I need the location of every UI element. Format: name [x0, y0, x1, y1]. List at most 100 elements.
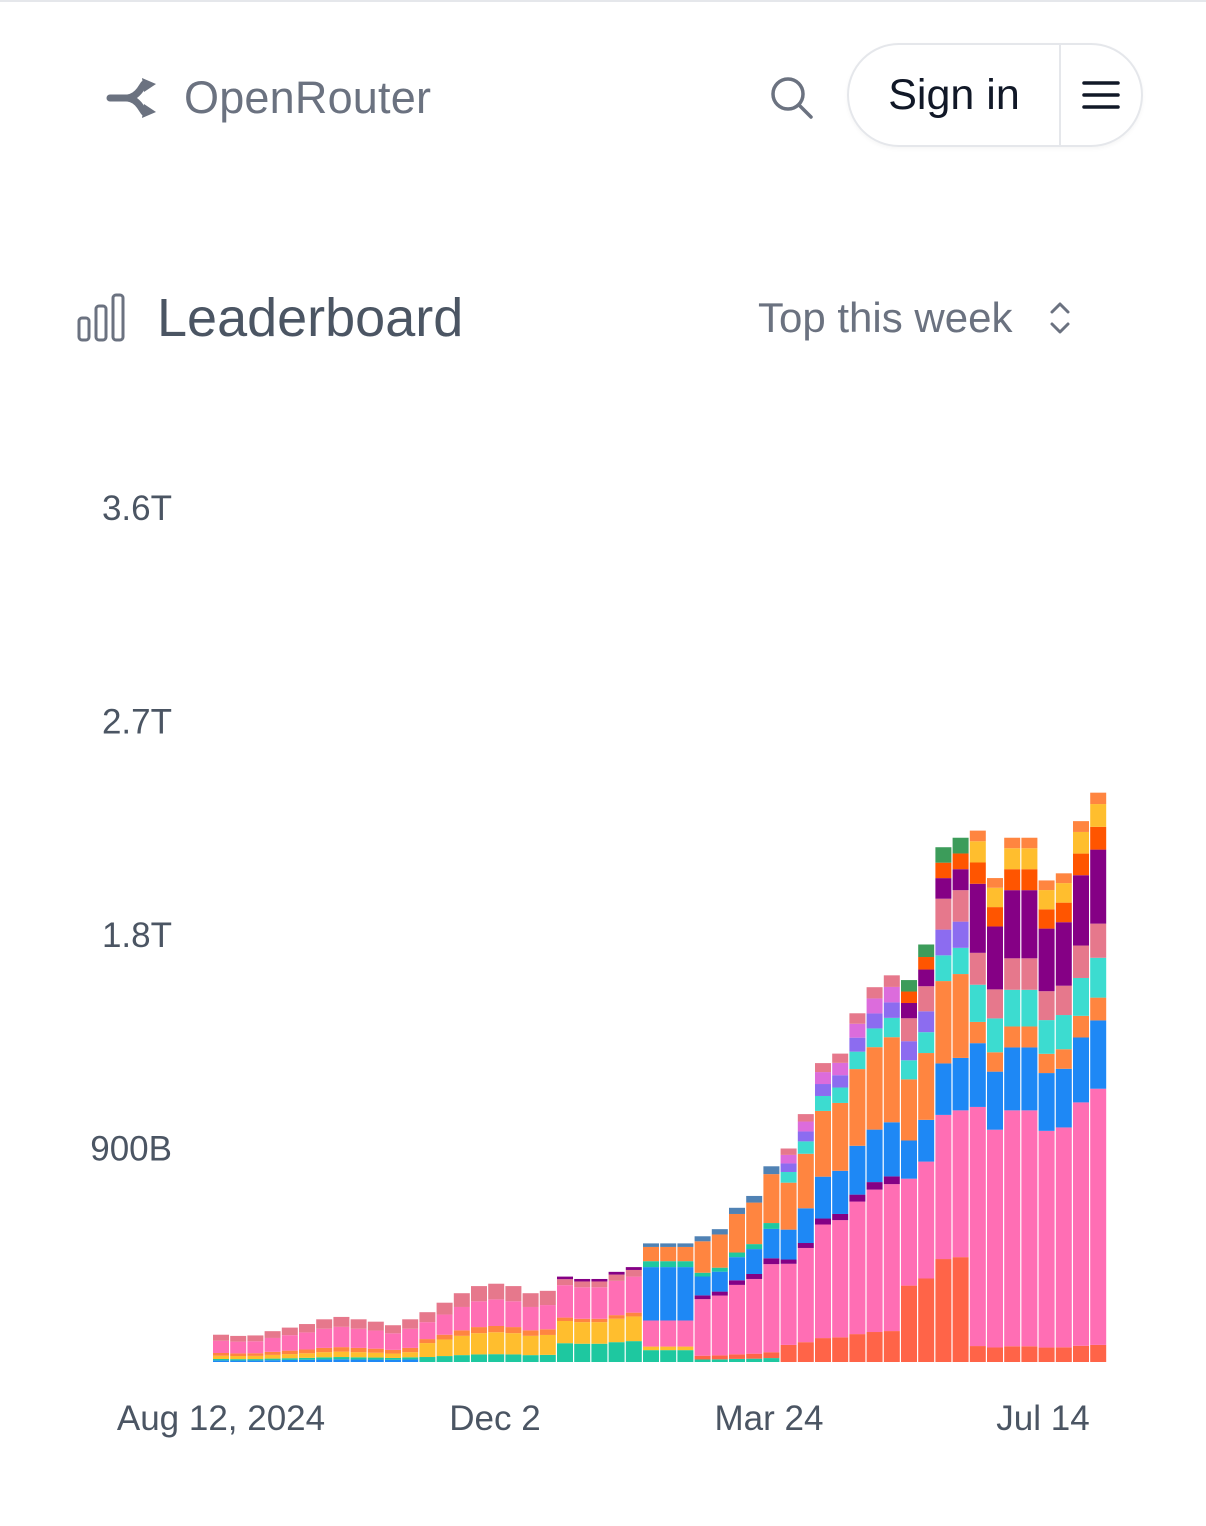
bar-segment[interactable]: [453, 1335, 470, 1356]
bar-segment[interactable]: [625, 1276, 642, 1313]
bar-segment[interactable]: [643, 1267, 659, 1321]
bar-segment[interactable]: [574, 1343, 591, 1362]
bar-segment[interactable]: [694, 1241, 711, 1273]
bar-segment[interactable]: [797, 1153, 814, 1209]
bar-segment[interactable]: [333, 1326, 350, 1348]
bar-segment[interactable]: [453, 1330, 470, 1336]
bar-segment[interactable]: [987, 1071, 1003, 1130]
bar-segment[interactable]: [987, 907, 1003, 927]
bar-segment[interactable]: [1073, 853, 1089, 876]
bar-segment[interactable]: [213, 1340, 229, 1353]
bar-segment[interactable]: [866, 1047, 883, 1130]
bar-segment[interactable]: [591, 1281, 608, 1288]
bar-segment[interactable]: [316, 1359, 333, 1362]
bar-segment[interactable]: [797, 1141, 814, 1154]
bar-segment[interactable]: [987, 1129, 1003, 1348]
bar-segment[interactable]: [557, 1285, 573, 1318]
bar-segment[interactable]: [711, 1295, 728, 1356]
bar-segment[interactable]: [333, 1359, 350, 1362]
bar-segment[interactable]: [1090, 804, 1107, 827]
bar-segment[interactable]: [436, 1356, 453, 1362]
bar-segment[interactable]: [660, 1246, 677, 1262]
bar-segment[interactable]: [866, 1028, 883, 1048]
bar-segment[interactable]: [832, 1102, 849, 1171]
bar-segment[interactable]: [453, 1355, 470, 1362]
bar-segment[interactable]: [1021, 1110, 1038, 1347]
bar-segment[interactable]: [711, 1234, 728, 1268]
bar-segment[interactable]: [1021, 890, 1038, 959]
bar-segment[interactable]: [230, 1341, 247, 1354]
bar-segment[interactable]: [780, 1263, 797, 1345]
bar-segment[interactable]: [1021, 1047, 1038, 1111]
bar-segment[interactable]: [281, 1354, 298, 1359]
bar-segment[interactable]: [832, 1075, 849, 1088]
brand-link[interactable]: OpenRouter: [106, 66, 431, 130]
bar-segment[interactable]: [539, 1329, 556, 1335]
bar-segment[interactable]: [883, 1037, 900, 1123]
bar-segment[interactable]: [883, 986, 900, 1003]
bar-segment[interactable]: [849, 1013, 866, 1024]
bar-segment[interactable]: [264, 1331, 281, 1338]
bar-segment[interactable]: [367, 1330, 384, 1349]
bar-segment[interactable]: [694, 1272, 711, 1277]
bar-segment[interactable]: [299, 1332, 315, 1350]
bar-segment[interactable]: [608, 1342, 625, 1362]
bar-segment[interactable]: [832, 1220, 849, 1338]
bar-segment[interactable]: [1004, 1110, 1021, 1347]
bar-segment[interactable]: [230, 1359, 247, 1361]
bar-segment[interactable]: [539, 1290, 556, 1306]
bar-segment[interactable]: [264, 1337, 281, 1352]
bar-segment[interactable]: [1090, 849, 1107, 924]
bar-segment[interactable]: [918, 986, 935, 1012]
period-select[interactable]: Top this week: [758, 288, 1074, 348]
bar-segment[interactable]: [677, 1246, 694, 1262]
bar-segment[interactable]: [643, 1350, 659, 1362]
bar-segment[interactable]: [729, 1257, 745, 1281]
bar-segment[interactable]: [797, 1342, 814, 1362]
bar-segment[interactable]: [1090, 923, 1107, 958]
bar-segment[interactable]: [797, 1121, 814, 1132]
bar-segment[interactable]: [780, 1154, 797, 1164]
bar-segment[interactable]: [1038, 909, 1055, 929]
bar-segment[interactable]: [505, 1286, 522, 1302]
bar-segment[interactable]: [729, 1207, 745, 1214]
bar-segment[interactable]: [711, 1291, 728, 1296]
bar-segment[interactable]: [746, 1273, 763, 1279]
bar-segment[interactable]: [866, 1129, 883, 1183]
bar-segment[interactable]: [918, 1278, 935, 1362]
bar-segment[interactable]: [952, 837, 969, 854]
bar-segment[interactable]: [316, 1319, 333, 1329]
bar-segment[interactable]: [1038, 928, 1055, 992]
bar-segment[interactable]: [213, 1355, 229, 1359]
bar-segment[interactable]: [729, 1252, 745, 1258]
bar-segment[interactable]: [780, 1259, 797, 1264]
bar-segment[interactable]: [608, 1318, 625, 1343]
bar-segment[interactable]: [1004, 1026, 1021, 1048]
bar-segment[interactable]: [436, 1302, 453, 1315]
bar-segment[interactable]: [1090, 1088, 1107, 1345]
bar-segment[interactable]: [1055, 1068, 1072, 1128]
bar-segment[interactable]: [299, 1353, 315, 1358]
bar-segment[interactable]: [969, 952, 986, 985]
bar-segment[interactable]: [849, 1069, 866, 1146]
bar-segment[interactable]: [866, 987, 883, 999]
bar-segment[interactable]: [849, 1037, 866, 1052]
bar-segment[interactable]: [1004, 837, 1021, 849]
bar-segment[interactable]: [643, 1346, 659, 1351]
bar-segment[interactable]: [230, 1355, 247, 1360]
bar-segment[interactable]: [350, 1352, 367, 1358]
bar-segment[interactable]: [677, 1267, 694, 1321]
bar-segment[interactable]: [385, 1333, 401, 1350]
bar-segment[interactable]: [746, 1244, 763, 1250]
bar-segment[interactable]: [746, 1195, 763, 1203]
bar-segment[interactable]: [1055, 873, 1072, 884]
bar-segment[interactable]: [969, 883, 986, 953]
bar-segment[interactable]: [815, 1084, 831, 1096]
bar-segment[interactable]: [608, 1271, 625, 1275]
bar-segment[interactable]: [591, 1278, 608, 1282]
bar-segment[interactable]: [883, 1331, 900, 1362]
bar-segment[interactable]: [815, 1218, 831, 1225]
bar-segment[interactable]: [625, 1269, 642, 1277]
bar-segment[interactable]: [1073, 821, 1089, 832]
bar-segment[interactable]: [419, 1339, 436, 1344]
